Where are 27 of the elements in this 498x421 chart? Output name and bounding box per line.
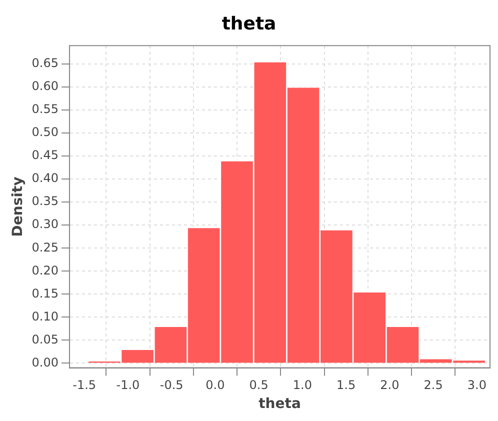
y-tick-label: 0.35 [32, 194, 59, 208]
x-tick-label: 0.5 [249, 378, 268, 392]
y-tick-label: 0.55 [32, 102, 59, 116]
x-tick-label: 1.5 [336, 378, 356, 392]
chart-title: theta [222, 13, 276, 34]
x-tick-label: 1.0 [292, 378, 312, 392]
y-tick-label: 0.05 [32, 332, 59, 346]
x-tick-label: -1.0 [116, 378, 140, 392]
y-tick-label: 0.25 [32, 240, 59, 254]
y-tick-label: 0.00 [32, 355, 59, 370]
x-tick-label: 0.0 [206, 378, 225, 392]
x-axis-title: theta [258, 396, 301, 412]
y-tick-label: 0.15 [32, 286, 59, 300]
y-tick-label: 0.20 [32, 263, 59, 278]
y-tick-label: 0.40 [32, 171, 59, 186]
x-tick-label: -0.5 [160, 378, 184, 392]
y-tick-label: 0.10 [32, 309, 59, 324]
y-axis-title: Density [10, 176, 26, 237]
x-tick-label: 2.0 [380, 378, 400, 392]
y-tick-label: 0.65 [32, 56, 59, 70]
x-tick-label: -1.5 [72, 378, 96, 392]
y-tick-label: 0.45 [32, 148, 59, 162]
y-tick-label: 0.60 [32, 79, 59, 94]
x-tick-label: 2.5 [424, 378, 443, 392]
y-tick-label: 0.50 [32, 125, 59, 140]
y-tick-label: 0.30 [32, 217, 59, 232]
x-tick-label: 3.0 [467, 378, 486, 392]
